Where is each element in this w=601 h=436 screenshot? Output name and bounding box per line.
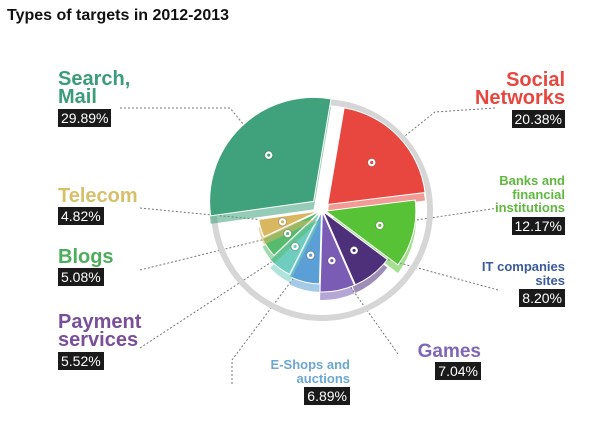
label-search-mail-name: Search, Mail	[58, 68, 131, 109]
label-search-mail: Search, Mail 29.89%	[58, 68, 158, 128]
label-games: Games 7.04%	[417, 341, 481, 381]
slice-games	[319, 211, 356, 293]
label-telecom-name: Telecom	[58, 185, 138, 207]
label-telecom: Telecom 4.82%	[58, 185, 138, 226]
label-search-mail-value: 29.89%	[58, 108, 112, 127]
marker-dot-blogs	[286, 232, 290, 236]
label-it-companies-name: IT companies sites	[481, 259, 565, 288]
slice-banks-and-financial-institutions	[324, 199, 417, 266]
marker-dot-telecom	[280, 220, 285, 224]
label-eshops: E-Shops and auctions 6.89%	[250, 358, 350, 406]
label-eshops-value: 6.89%	[304, 387, 350, 406]
marker-dot-social-networks	[370, 160, 374, 165]
label-payment-services: Payment services 5.52%	[58, 311, 158, 371]
marker-dot-banks-and-financial-institutions	[378, 223, 382, 227]
label-social-networks-value: 20.38%	[511, 109, 565, 128]
marker-dot-it-companies-sites	[352, 248, 356, 253]
marker-dot-search-mail	[267, 153, 271, 157]
leader-line-payment-services	[139, 246, 296, 349]
slice-telecom	[258, 210, 319, 238]
marker-dot-games	[330, 259, 334, 263]
leader-line-search-mail	[120, 107, 270, 156]
label-games-value: 7.04%	[435, 362, 481, 381]
leader-line-social-networks	[371, 107, 496, 163]
marker-dot-e-shops-and-auctions	[309, 253, 313, 257]
label-eshops-name: E-Shops and auctions	[270, 357, 350, 386]
label-telecom-value: 4.82%	[58, 207, 104, 226]
label-payment-services-name: Payment services	[58, 311, 142, 352]
slice-markers	[264, 150, 385, 266]
label-social-networks-name: Social Networks	[474, 69, 565, 110]
label-blogs: Blogs 5.08%	[58, 246, 114, 287]
label-games-name: Games	[417, 341, 481, 362]
label-social-networks: Social Networks 20.38%	[445, 69, 565, 129]
leader-line-blogs	[139, 233, 288, 271]
label-banks-value: 12.17%	[511, 216, 565, 235]
leader-line-e-shops-and-auctions	[231, 254, 312, 384]
label-blogs-value: 5.08%	[58, 268, 104, 287]
chart-title: Types of targets in 2012-2013	[7, 7, 230, 24]
label-banks: Banks and financial institutions 12.17%	[475, 174, 565, 236]
marker-dot-payment-services	[293, 244, 297, 249]
label-banks-name: Banks and financial institutions	[494, 173, 565, 216]
label-it-companies: IT companies sites 8.20%	[475, 260, 565, 308]
slice-social-networks	[327, 107, 426, 206]
label-payment-services-value: 5.52%	[58, 351, 104, 370]
label-blogs-name: Blogs	[58, 246, 114, 268]
label-it-companies-value: 8.20%	[519, 289, 565, 308]
